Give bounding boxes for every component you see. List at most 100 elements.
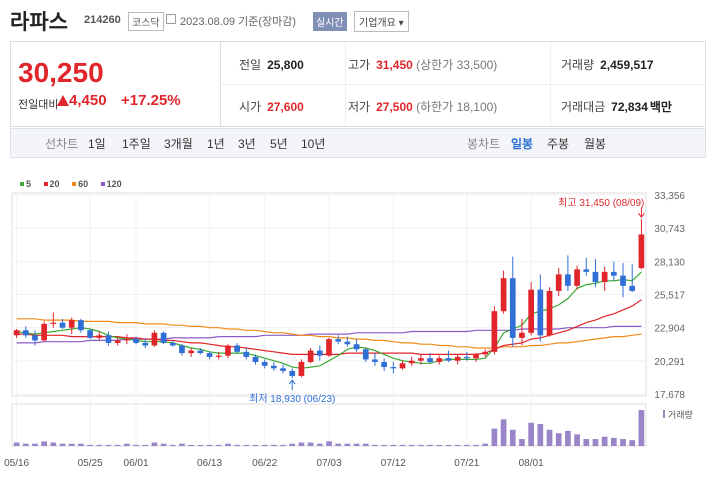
current-price: 30,250 [18, 57, 104, 88]
market-badge: 코스닥 [128, 12, 164, 31]
volume-bar [482, 443, 489, 446]
legend-label: 60 [78, 179, 89, 189]
volume-bar [408, 444, 415, 446]
volume-bar [225, 443, 231, 446]
period-1w[interactable]: 1주일 [122, 137, 151, 151]
x-tick-label: 06/01 [124, 458, 149, 469]
candle-body [252, 356, 259, 362]
corp-info-label: 기업개요 [359, 18, 396, 29]
volume-bar [188, 444, 195, 446]
period-3m[interactable]: 3개월 [164, 137, 193, 151]
candle-body [160, 332, 167, 343]
change-amount: 4,450 [69, 92, 107, 109]
stat-label: 전일 [239, 58, 262, 72]
volume-bar [592, 439, 599, 446]
volume-bar [390, 444, 397, 446]
volume-bar [427, 444, 433, 446]
low-annotation: 최저 18,930 (06/23) [249, 393, 335, 405]
candle-body [114, 340, 121, 343]
chevron-down-icon: ▾ [395, 18, 404, 29]
candle-monthly[interactable]: 월봉 [584, 137, 607, 151]
candle-body [629, 285, 636, 291]
candle-body [565, 274, 571, 286]
volume-bar [68, 443, 75, 446]
stock-code: 214260 [84, 14, 121, 26]
period-10y[interactable]: 10년 [301, 137, 326, 151]
volume-bar [206, 444, 213, 446]
period-1d[interactable]: 1일 [88, 137, 106, 151]
candle-daily[interactable]: 일봉 [511, 137, 534, 151]
ma5-line [16, 271, 642, 369]
volume-bar [261, 444, 268, 446]
volume-bar [197, 444, 204, 446]
volume-bar [565, 430, 571, 446]
volume-bar [629, 440, 636, 446]
candle-body [261, 361, 268, 366]
stat-volume: 거래량 2,459,517 [561, 56, 654, 73]
volume-label: 거래량 [668, 409, 693, 420]
y-tick-label: 22,904 [654, 324, 685, 335]
volume-bar [289, 443, 296, 446]
candle-body [105, 335, 112, 343]
candle-body [362, 349, 369, 360]
stat-value: 27,500 [376, 100, 413, 114]
current-price-panel: 30,250 전일대비 4,450 +17.25% [11, 42, 221, 126]
volume-bar [601, 436, 608, 446]
volume-bar [372, 444, 378, 446]
candle-body [215, 355, 222, 357]
legend-swatch [72, 182, 77, 186]
volume-bar [436, 444, 443, 446]
period-1y[interactable]: 1년 [207, 137, 225, 151]
volume-bar [620, 439, 626, 446]
candle-body [482, 351, 489, 355]
stock-name: 라파스 [10, 11, 68, 34]
volume-bar [169, 444, 176, 446]
corp-info-button[interactable]: 기업개요 ▾ [354, 11, 409, 32]
period-3y[interactable]: 3년 [238, 137, 256, 151]
legend-ma60: 60 [72, 179, 88, 189]
candle-chart-label: 봉차트 [467, 137, 501, 151]
legend-ma120: 120 [100, 179, 122, 189]
realtime-button[interactable]: 실시간 [313, 12, 347, 31]
x-tick-label: 07/12 [381, 458, 406, 469]
candle-body [500, 278, 507, 312]
candle-body [601, 271, 608, 283]
volume-bar [234, 444, 240, 446]
volume-bar [96, 444, 103, 446]
volume-bar [151, 442, 158, 446]
y-tick-label: 33,356 [654, 191, 685, 202]
candle-body [22, 330, 29, 336]
period-5y[interactable]: 5년 [270, 137, 288, 151]
candle-body [59, 322, 66, 328]
ma-legend: 5 20 60 120 [20, 179, 132, 189]
volume-bar [519, 439, 525, 446]
change-label: 전일대비 [18, 99, 59, 111]
y-tick-label: 25,517 [654, 291, 685, 302]
x-tick-label: 06/22 [252, 458, 277, 469]
volume-bar [500, 419, 507, 446]
candle-body [50, 322, 57, 324]
y-tick-label: 30,743 [654, 224, 685, 235]
candle-body [32, 335, 38, 341]
candle-weekly[interactable]: 주봉 [547, 137, 570, 151]
candle-body [555, 274, 562, 291]
volume-bar [41, 441, 48, 446]
candle-body [243, 351, 250, 357]
volume-bar [22, 443, 29, 446]
volume-bar [610, 437, 617, 446]
clock-icon [166, 14, 176, 24]
stat-value: 72,834 [611, 100, 648, 114]
candle-body [13, 330, 20, 336]
volume-bar [280, 444, 286, 446]
candle-body [537, 289, 544, 336]
stat-limit: (상한가 33,500) [416, 58, 498, 72]
legend-swatch [20, 182, 24, 186]
volume-bar [528, 422, 534, 446]
x-tick-label: 07/21 [454, 458, 479, 469]
candle-body [454, 356, 461, 361]
candle-body [316, 350, 323, 356]
high-arrow-head [638, 212, 645, 219]
volume-bar [344, 443, 351, 446]
candle-body [298, 361, 305, 376]
candle-body [133, 339, 139, 343]
